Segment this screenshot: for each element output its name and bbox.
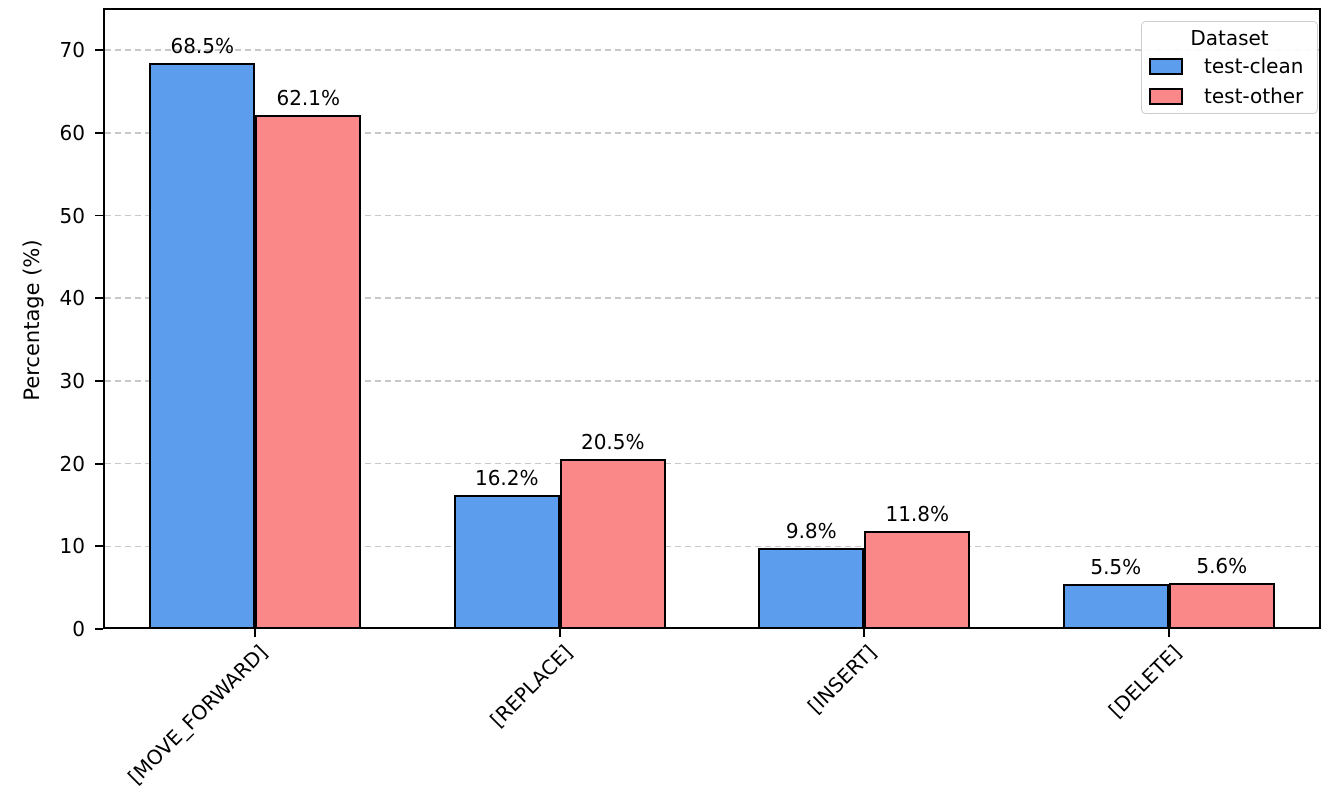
y-tick-mark-40	[95, 297, 103, 300]
y-tick-mark-10	[95, 545, 103, 548]
legend-item-label-testother: test-other	[1204, 84, 1304, 108]
bar-testother-delete	[1168, 582, 1275, 629]
y-tick-mark-70	[95, 49, 103, 52]
legend-item-testclean: test-clean	[1149, 51, 1310, 81]
y-tick-label-10: 10	[59, 534, 85, 559]
y-tick-label-0: 0	[72, 617, 85, 641]
value-label-testclean-move-forward: 68.5%	[170, 33, 235, 58]
legend-swatch-testother	[1149, 87, 1183, 105]
legend-item-testother: test-other	[1149, 81, 1310, 111]
legend: Dataset test-clean test-other	[1141, 21, 1318, 114]
y-tick-label-60: 60	[59, 120, 85, 145]
gridline-40	[105, 297, 1319, 299]
value-label-testclean-delete: 5.5%	[1090, 554, 1142, 579]
gridline-30	[105, 380, 1319, 382]
x-tick-label-replace: [REPLACE]	[484, 640, 577, 732]
bar-testother-move-forward	[255, 115, 362, 629]
bar-testother-replace	[559, 459, 666, 629]
value-label-testother-delete: 5.6%	[1196, 553, 1248, 578]
value-label-testother-replace: 20.5%	[580, 430, 645, 455]
value-label-testother-insert: 11.8%	[885, 502, 950, 527]
gridline-20	[105, 462, 1319, 465]
x-tick-mark-insert	[863, 629, 866, 637]
bar-testclean-replace	[453, 495, 560, 629]
value-label-testclean-insert: 9.8%	[785, 518, 837, 543]
x-tick-label-insert: [INSERT]	[803, 640, 882, 719]
y-tick-mark-60	[95, 131, 103, 134]
bar-testother-insert	[864, 531, 971, 629]
y-tick-mark-20	[95, 462, 103, 465]
y-tick-label-50: 50	[59, 203, 85, 228]
value-label-testclean-replace: 16.2%	[474, 466, 539, 491]
value-label-testother-move-forward: 62.1%	[276, 86, 341, 111]
bar-testclean-move-forward	[149, 62, 256, 629]
gridline-60	[105, 132, 1319, 134]
legend-title: Dataset	[1190, 26, 1269, 50]
gridline-10	[105, 545, 1319, 548]
y-tick-label-20: 20	[59, 451, 85, 476]
legend-items: test-clean test-other	[1149, 51, 1310, 111]
y-tick-label-70: 70	[59, 38, 85, 63]
y-tick-label-40: 40	[59, 286, 85, 311]
x-tick-mark-delete	[1167, 629, 1170, 637]
legend-item-label-testclean: test-clean	[1204, 54, 1304, 78]
x-tick-label-move-forward: [MOVE_FORWARD]	[123, 640, 273, 789]
y-axis-label: Percentage (%)	[20, 239, 44, 401]
bar-testclean-delete	[1062, 583, 1169, 629]
gridline-50	[105, 214, 1319, 217]
bar-testclean-insert	[758, 547, 865, 629]
x-tick-label-delete: [DELETE]	[1103, 640, 1186, 723]
y-tick-mark-0	[95, 628, 103, 630]
y-tick-label-30: 30	[59, 368, 85, 393]
x-tick-mark-move-forward	[254, 629, 257, 637]
y-tick-mark-30	[95, 380, 103, 382]
x-tick-mark-replace	[558, 629, 561, 637]
y-tick-mark-50	[95, 214, 103, 217]
legend-swatch-testclean	[1149, 57, 1183, 75]
gridline-70	[105, 49, 1319, 51]
